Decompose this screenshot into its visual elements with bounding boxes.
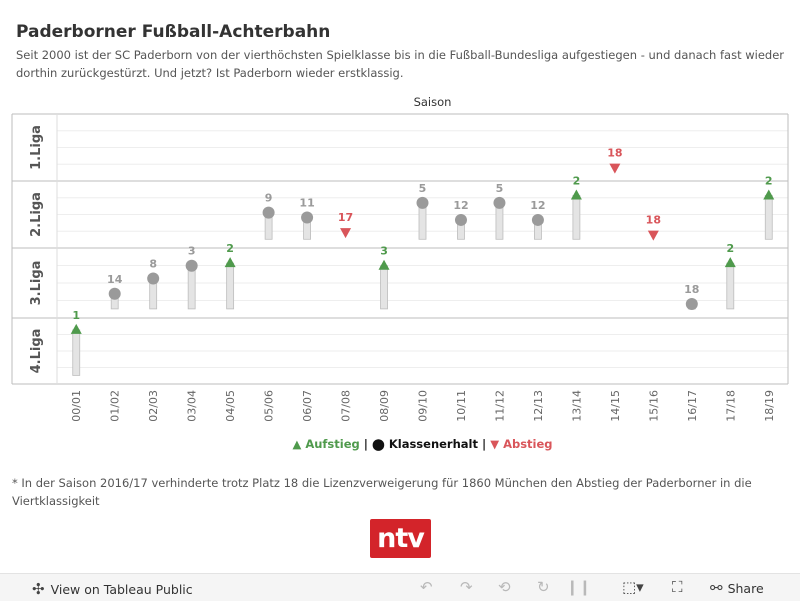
legend-aufstieg: ▲ Aufstieg [292, 437, 360, 451]
marker-klassenerhalt-09-10 [416, 196, 429, 209]
bar-17-18 [726, 262, 735, 310]
bar-18-19 [764, 195, 773, 240]
row-label-4liga: 4.Liga [29, 329, 44, 374]
marker-klassenerhalt-06-07 [301, 211, 314, 224]
bar-13-14 [572, 195, 581, 240]
marker-aufstieg-17-18 [724, 257, 736, 268]
footnote: * In der Saison 2016/17 verhinderte trot… [12, 476, 752, 508]
marker-aufstieg-04-05 [224, 257, 236, 268]
fullscreen-icon[interactable]: ⛶ [672, 578, 683, 596]
x-tick-label: 07/08 [340, 390, 353, 422]
x-tick-label: 05/06 [263, 390, 276, 422]
tableau-icon: ✣ [32, 580, 45, 598]
x-tick-label: 01/02 [109, 390, 122, 422]
bar-08-09 [380, 265, 388, 310]
x-tick-label: 11/12 [493, 390, 506, 422]
legend: ▲ Aufstieg | ⬤ Klassenerhalt | ▼ Abstieg [0, 437, 800, 451]
data-label-09-10: 5 [419, 182, 427, 195]
data-label-12-13: 12 [530, 199, 545, 212]
bar-04-05 [226, 262, 235, 310]
share-button[interactable]: ⚯ Share [710, 579, 764, 597]
marker-aufstieg-18-19 [763, 189, 775, 200]
x-tick-label: 16/17 [686, 390, 699, 422]
data-label-02-03: 8 [149, 257, 157, 270]
x-tick-label: 10/11 [455, 390, 468, 422]
marker-klassenerhalt-10-11 [454, 213, 467, 226]
x-tick-label: 17/18 [724, 390, 737, 422]
x-tick-label: 06/07 [301, 390, 314, 422]
legend-klassenerhalt: ⬤ Klassenerhalt [371, 437, 478, 451]
x-tick-label: 04/05 [224, 390, 237, 422]
marker-klassenerhalt-16-17 [685, 298, 698, 310]
share-label: Share [727, 580, 764, 596]
legend-separator: | [482, 437, 487, 451]
data-label-10-11: 12 [453, 199, 468, 212]
page-subtitle: Seit 2000 ist der SC Paderborn von der v… [16, 48, 785, 80]
bar-00-01 [72, 329, 81, 376]
download-icon[interactable]: ⬚▾ [622, 578, 644, 596]
data-label-03-04: 3 [188, 245, 196, 258]
data-label-07-08: 17 [338, 211, 353, 224]
marker-klassenerhalt-02-03 [147, 272, 160, 285]
row-label-1liga: 1.Liga [29, 125, 44, 170]
bar-03-04 [187, 265, 196, 310]
data-label-16-17: 18 [684, 283, 699, 296]
marker-aufstieg-13-14 [570, 189, 582, 200]
x-tick-label: 14/15 [609, 390, 622, 422]
legend-abstieg: ▼ Abstieg [490, 437, 553, 451]
data-label-08-09: 3 [380, 245, 388, 258]
pause-icon[interactable]: ❙❙ [566, 578, 592, 596]
data-label-18-19: 2 [765, 175, 773, 188]
marker-abstieg-15-16 [647, 230, 659, 241]
data-label-06-07: 11 [299, 196, 314, 209]
x-tick-label: 08/09 [378, 390, 391, 422]
marker-klassenerhalt-01-02 [108, 287, 121, 300]
view-on-tableau-label: View on Tableau Public [50, 581, 193, 597]
column-header: Saison [414, 95, 452, 109]
data-label-01-02: 14 [107, 273, 123, 286]
marker-klassenerhalt-12-13 [531, 213, 544, 226]
undo-icon[interactable]: ↶ [420, 578, 433, 596]
ntv-logo: ntv [370, 519, 431, 558]
data-label-00-01: 1 [72, 309, 80, 322]
redo-icon[interactable]: ↷ [460, 578, 473, 596]
x-tick-label: 00/01 [70, 390, 83, 422]
x-tick-label: 02/03 [147, 390, 160, 422]
marker-abstieg-14-15 [609, 163, 621, 174]
chart-svg: Saison 1.Liga 2.Liga 3.Liga 4.Liga 00/01 01/02… [11, 95, 789, 422]
marker-klassenerhalt-03-04 [185, 259, 198, 272]
data-label-17-18: 2 [726, 242, 734, 255]
legend-separator: | [363, 437, 368, 451]
data-label-05-06: 9 [265, 192, 273, 205]
x-tick-label: 09/10 [417, 390, 430, 422]
tableau-toolbar: ✣ View on Tableau Public ↶ ↷ ⟲ ↻ ❙❙ ⬚▾ ⛶… [0, 573, 800, 601]
marker-aufstieg-00-01 [70, 323, 82, 334]
marker-abstieg-07-08 [340, 228, 352, 239]
data-label-15-16: 18 [646, 214, 661, 227]
x-tick-label: 12/13 [532, 390, 545, 422]
marker-aufstieg-08-09 [378, 259, 390, 270]
share-icon: ⚯ [710, 579, 723, 597]
marker-klassenerhalt-05-06 [262, 206, 275, 219]
data-label-14-15: 18 [607, 147, 622, 160]
marker-klassenerhalt-11-12 [493, 196, 506, 209]
logo-text: ntv [377, 523, 425, 554]
row-label-3liga: 3.Liga [29, 261, 44, 306]
data-label-11-12: 5 [496, 182, 504, 195]
revert-icon[interactable]: ⟲ [498, 578, 511, 596]
data-label-13-14: 2 [573, 175, 581, 188]
page-title: Paderborner Fußball-Achterbahn [16, 22, 331, 42]
x-tick-label: 15/16 [647, 390, 660, 422]
refresh-icon[interactable]: ↻ [537, 578, 550, 596]
row-label-2liga: 2.Liga [29, 192, 44, 237]
data-label-04-05: 2 [226, 242, 234, 255]
view-on-tableau-link[interactable]: ✣ View on Tableau Public [32, 580, 193, 598]
x-tick-label: 18/19 [763, 390, 776, 422]
x-tick-label: 03/04 [186, 390, 199, 422]
x-tick-label: 13/14 [570, 390, 583, 422]
